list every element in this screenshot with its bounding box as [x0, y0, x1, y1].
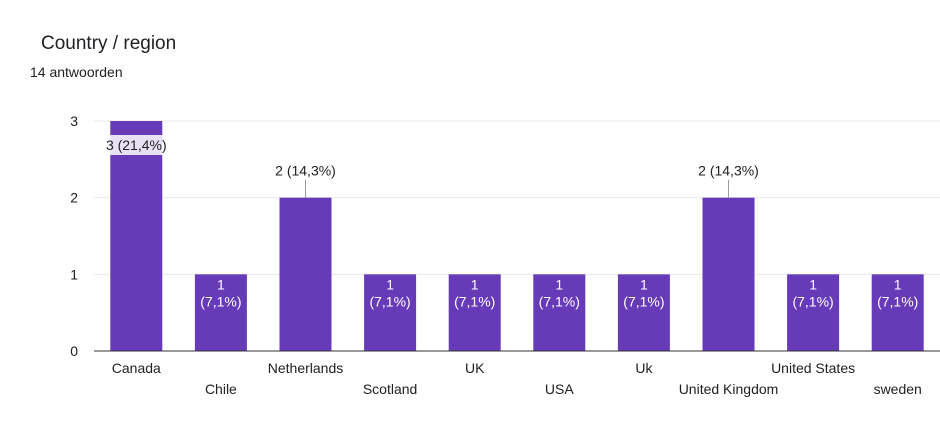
- x-category-label: Canada: [112, 360, 161, 376]
- bar: [871, 274, 924, 351]
- y-tick-label: 3: [70, 113, 78, 129]
- data-label: 2 (14,3%): [698, 163, 759, 179]
- data-label: 1 (7,1%): [454, 276, 495, 309]
- data-label: 3 (21,4%): [106, 137, 167, 153]
- x-category-label: United States: [771, 360, 855, 376]
- bar: [702, 197, 755, 351]
- bar: [110, 121, 163, 351]
- data-label: 1 (7,1%): [792, 276, 833, 309]
- bar: [533, 274, 586, 351]
- x-category-label: Netherlands: [268, 360, 344, 376]
- y-tick-label: 1: [70, 266, 78, 282]
- data-label: 1 (7,1%): [623, 276, 664, 309]
- x-category-label: Uk: [635, 360, 653, 376]
- y-tick-label: 2: [70, 190, 78, 206]
- bar: [364, 274, 417, 351]
- x-category-label: USA: [545, 381, 574, 397]
- bar: [787, 274, 840, 351]
- x-category-label: Scotland: [363, 381, 417, 397]
- data-label: 1 (7,1%): [369, 276, 410, 309]
- bar: [194, 274, 247, 351]
- data-label-bg: [100, 135, 173, 155]
- x-category-label: sweden: [874, 381, 922, 397]
- data-label: 2 (14,3%): [275, 163, 336, 179]
- data-label: 1 (7,1%): [877, 276, 918, 309]
- y-tick-label: 0: [70, 343, 78, 359]
- x-category-label: Chile: [205, 381, 237, 397]
- x-category-label: UK: [465, 360, 485, 376]
- data-label: 1 (7,1%): [200, 276, 241, 309]
- x-category-label: United Kingdom: [679, 381, 779, 397]
- data-label: 1 (7,1%): [539, 276, 580, 309]
- response-count: 14 antwoorden: [30, 64, 123, 80]
- bar: [617, 274, 670, 351]
- chart-title: Country / region: [41, 33, 177, 54]
- bar: [279, 197, 332, 351]
- bar: [448, 274, 501, 351]
